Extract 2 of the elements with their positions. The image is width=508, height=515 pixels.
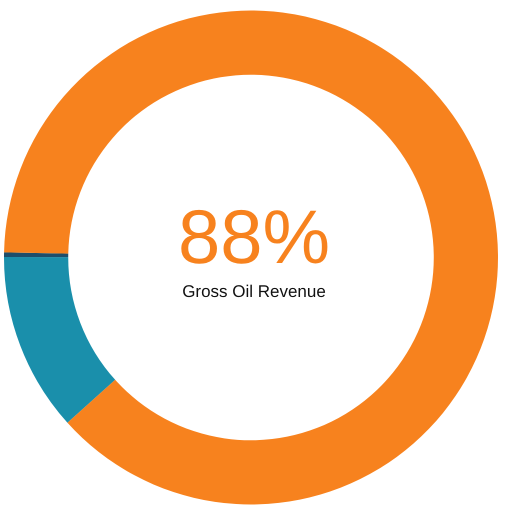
text: 88%	[178, 194, 330, 280]
text: Gross Oil Revenue	[182, 282, 326, 302]
